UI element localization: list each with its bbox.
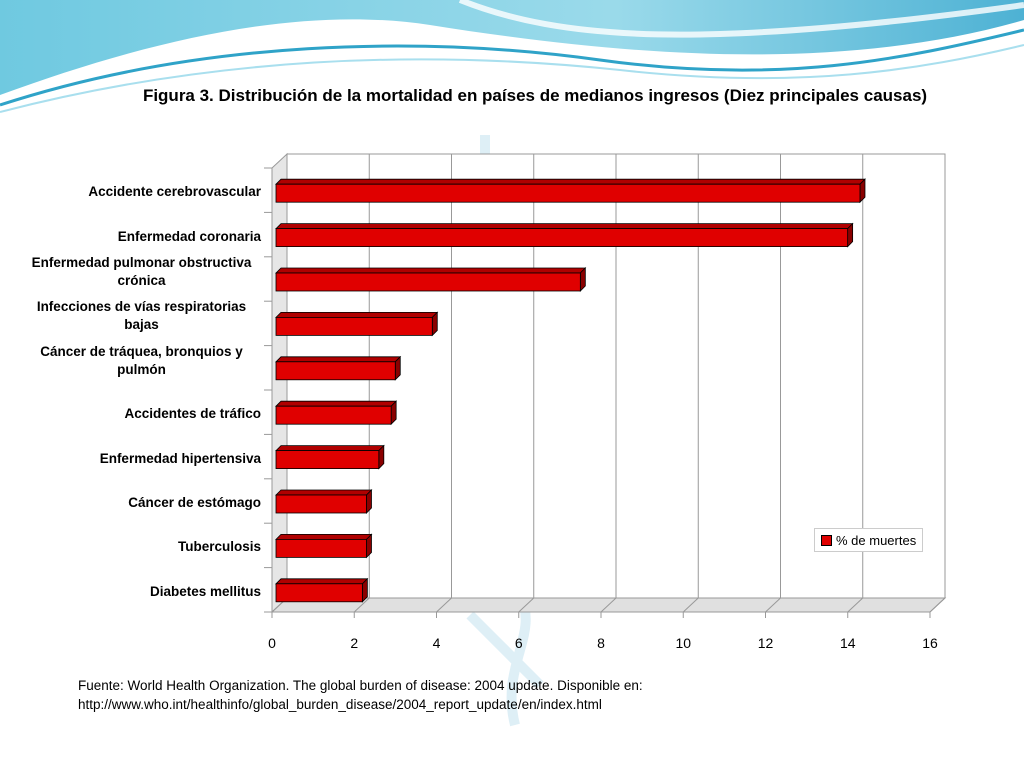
bar-top-face	[275, 578, 369, 585]
bar-front-face	[275, 228, 849, 248]
gridline-floor	[518, 597, 535, 613]
x-tick-label: 6	[514, 635, 523, 651]
category-label: Tuberculosis	[177, 539, 261, 555]
category-label: Enfermedad coronaria	[117, 228, 261, 244]
legend-swatch	[821, 534, 832, 546]
bar-front-face	[275, 405, 392, 425]
bar	[275, 267, 587, 292]
bar	[275, 444, 385, 470]
bar	[275, 355, 402, 381]
category-label: Enfermedad hipertensiva	[99, 450, 261, 466]
gridline-floor	[847, 597, 864, 613]
x-tick-label: 0	[268, 635, 276, 651]
bar-top-face	[275, 534, 373, 540]
chart-title: Figura 3. Distribución de la mortalidad …	[142, 86, 928, 105]
gridline-floor	[353, 597, 370, 613]
bar-front-face	[275, 272, 581, 292]
bar	[275, 222, 854, 248]
category-label: Cáncer de tráquea, bronquios y pulmón	[40, 343, 243, 377]
category-label: Diabetes mellitus	[149, 583, 261, 599]
x-tick-label: 10	[675, 635, 692, 651]
bar-top-face	[275, 489, 373, 496]
bar-front-face	[275, 450, 380, 470]
gridline-floor	[600, 597, 617, 613]
bar-top-face	[275, 311, 439, 318]
bar-top-face	[275, 267, 587, 274]
x-tick-label: 4	[432, 635, 441, 651]
x-tick-label: 14	[839, 635, 856, 651]
bar	[275, 400, 398, 426]
x-tick-label: 2	[350, 635, 359, 651]
category-label: Cáncer de estómago	[128, 495, 261, 510]
bar-top-face	[275, 223, 854, 230]
bar-front-face	[275, 494, 367, 514]
bar-front-face	[275, 316, 433, 336]
x-tick-label: 8	[597, 635, 605, 651]
header-wave-decoration	[0, 0, 1024, 113]
gridline-floor	[436, 597, 452, 613]
gridline-floor	[682, 597, 699, 613]
bar	[275, 311, 439, 337]
bar	[275, 489, 373, 514]
category-label: Accidentes de tráfico	[124, 406, 261, 422]
bar	[275, 533, 373, 559]
gridline-floor	[929, 597, 946, 613]
bar-top-face	[275, 356, 402, 363]
source-line-2: http://www.who.int/healthinfo/global_bur…	[78, 697, 602, 712]
gridline-floor	[765, 597, 781, 613]
category-label: Accidente cerebrovascular	[88, 184, 261, 200]
bar-top-face	[275, 445, 385, 452]
x-tick-label: 12	[757, 635, 774, 651]
bar-front-face	[275, 583, 363, 603]
bar-top-face	[275, 178, 866, 185]
bar-front-face	[275, 361, 396, 381]
source-line-1: Fuente: World Health Organization. The g…	[78, 678, 643, 693]
category-label: Enfermedad pulmonar obstructiva crónica	[31, 255, 252, 288]
source-note: Fuente: World Health Organization. The g…	[78, 676, 978, 714]
bar-front-face	[275, 539, 367, 558]
bar	[275, 577, 369, 603]
bar	[275, 178, 866, 204]
bar-top-face	[275, 400, 398, 407]
bar-front-face	[275, 183, 861, 203]
x-tick-label: 16	[922, 635, 938, 651]
category-label: Infecciones de vías respiratorias bajas	[36, 299, 247, 333]
legend-series-name: % de muertes	[836, 532, 917, 548]
chart-legend: % de muertes	[814, 528, 924, 552]
